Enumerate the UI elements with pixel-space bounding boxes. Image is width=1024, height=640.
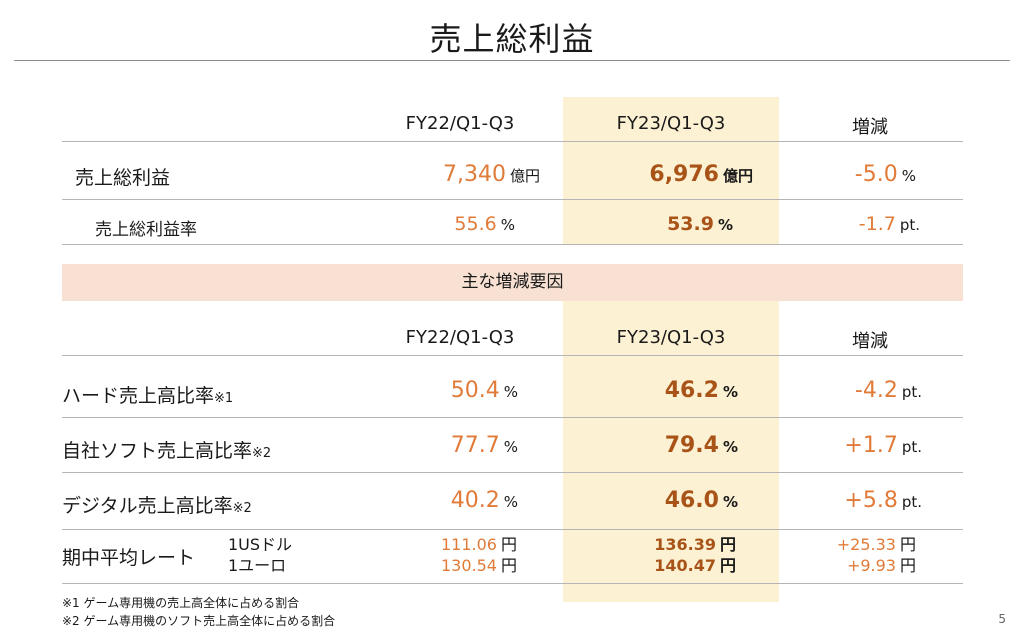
row-divider <box>62 583 963 584</box>
gross-margin-fy23: 53.9% <box>667 213 733 235</box>
header-fy23: FY23/Q1-Q3 <box>616 327 726 348</box>
row-label-gross-profit: 売上総利益 <box>75 167 171 189</box>
hardware-ratio-fy22: 50.4% <box>450 378 518 403</box>
digital-ratio-fy22: 40.2% <box>450 488 518 513</box>
gross-margin-change: -1.7 pt. <box>858 213 920 235</box>
gross-margin-fy22: 55.6% <box>454 213 515 235</box>
row-divider <box>62 529 963 530</box>
rate-change: +25.33 円 +9.93 円 <box>836 535 916 575</box>
header-fy22: FY22/Q1-Q3 <box>405 327 515 348</box>
rate-fy22: 111.06 円 130.54 円 <box>441 535 517 575</box>
rate-usd-label: 1USドル <box>228 535 293 554</box>
gross-profit-fy22: 7,340 億円 <box>443 162 540 187</box>
highlight-column-top <box>563 97 779 244</box>
gross-profit-change: -5.0% <box>854 162 916 187</box>
header-fy22: FY22/Q1-Q3 <box>405 113 515 134</box>
hardware-ratio-fy23: 46.2% <box>664 378 738 403</box>
rate-eur-label: 1ユーロ <box>228 556 287 575</box>
row-label-average-rate: 期中平均レート <box>62 547 196 569</box>
header-change: 増減 <box>852 117 888 138</box>
row-label-own-software-ratio: 自社ソフト売上高比率※2 <box>62 440 272 462</box>
row-divider <box>62 417 963 418</box>
row-label-hardware-ratio: ハード売上高比率※1 <box>62 385 234 407</box>
row-divider <box>62 199 963 200</box>
section-band-main-factors: 主な増減要因 <box>62 264 963 301</box>
row-label-gross-margin: 売上総利益率 <box>95 220 197 240</box>
own-software-ratio-fy23: 79.4% <box>664 433 738 458</box>
footnote-2: ※2 ゲーム専用機のソフト売上高全体に占める割合 <box>62 614 336 628</box>
row-divider <box>62 244 963 245</box>
header-change: 増減 <box>852 331 888 352</box>
gross-profit-fy23: 6,976 億円 <box>649 162 753 187</box>
row-label-digital-ratio: デジタル売上高比率※2 <box>62 495 252 517</box>
page-title: 売上総利益 <box>429 20 595 58</box>
digital-ratio-fy23: 46.0% <box>664 488 738 513</box>
rate-currency-labels: 1USドル 1ユーロ <box>228 534 292 576</box>
hardware-ratio-change: -4.2 pt. <box>854 378 922 403</box>
digital-ratio-change: +5.8 pt. <box>844 488 922 513</box>
footnote-1: ※1 ゲーム専用機の売上高全体に占める割合 <box>62 596 300 610</box>
own-software-ratio-change: +1.7 pt. <box>844 433 922 458</box>
page-number: 5 <box>998 612 1006 626</box>
row-divider <box>62 472 963 473</box>
title-divider <box>14 60 1010 61</box>
header-divider <box>62 355 963 356</box>
own-software-ratio-fy22: 77.7% <box>450 433 518 458</box>
header-divider <box>62 141 963 142</box>
header-fy23: FY23/Q1-Q3 <box>616 113 726 134</box>
highlight-column-bottom <box>563 300 779 602</box>
rate-fy23: 136.39 円 140.47 円 <box>654 535 736 575</box>
